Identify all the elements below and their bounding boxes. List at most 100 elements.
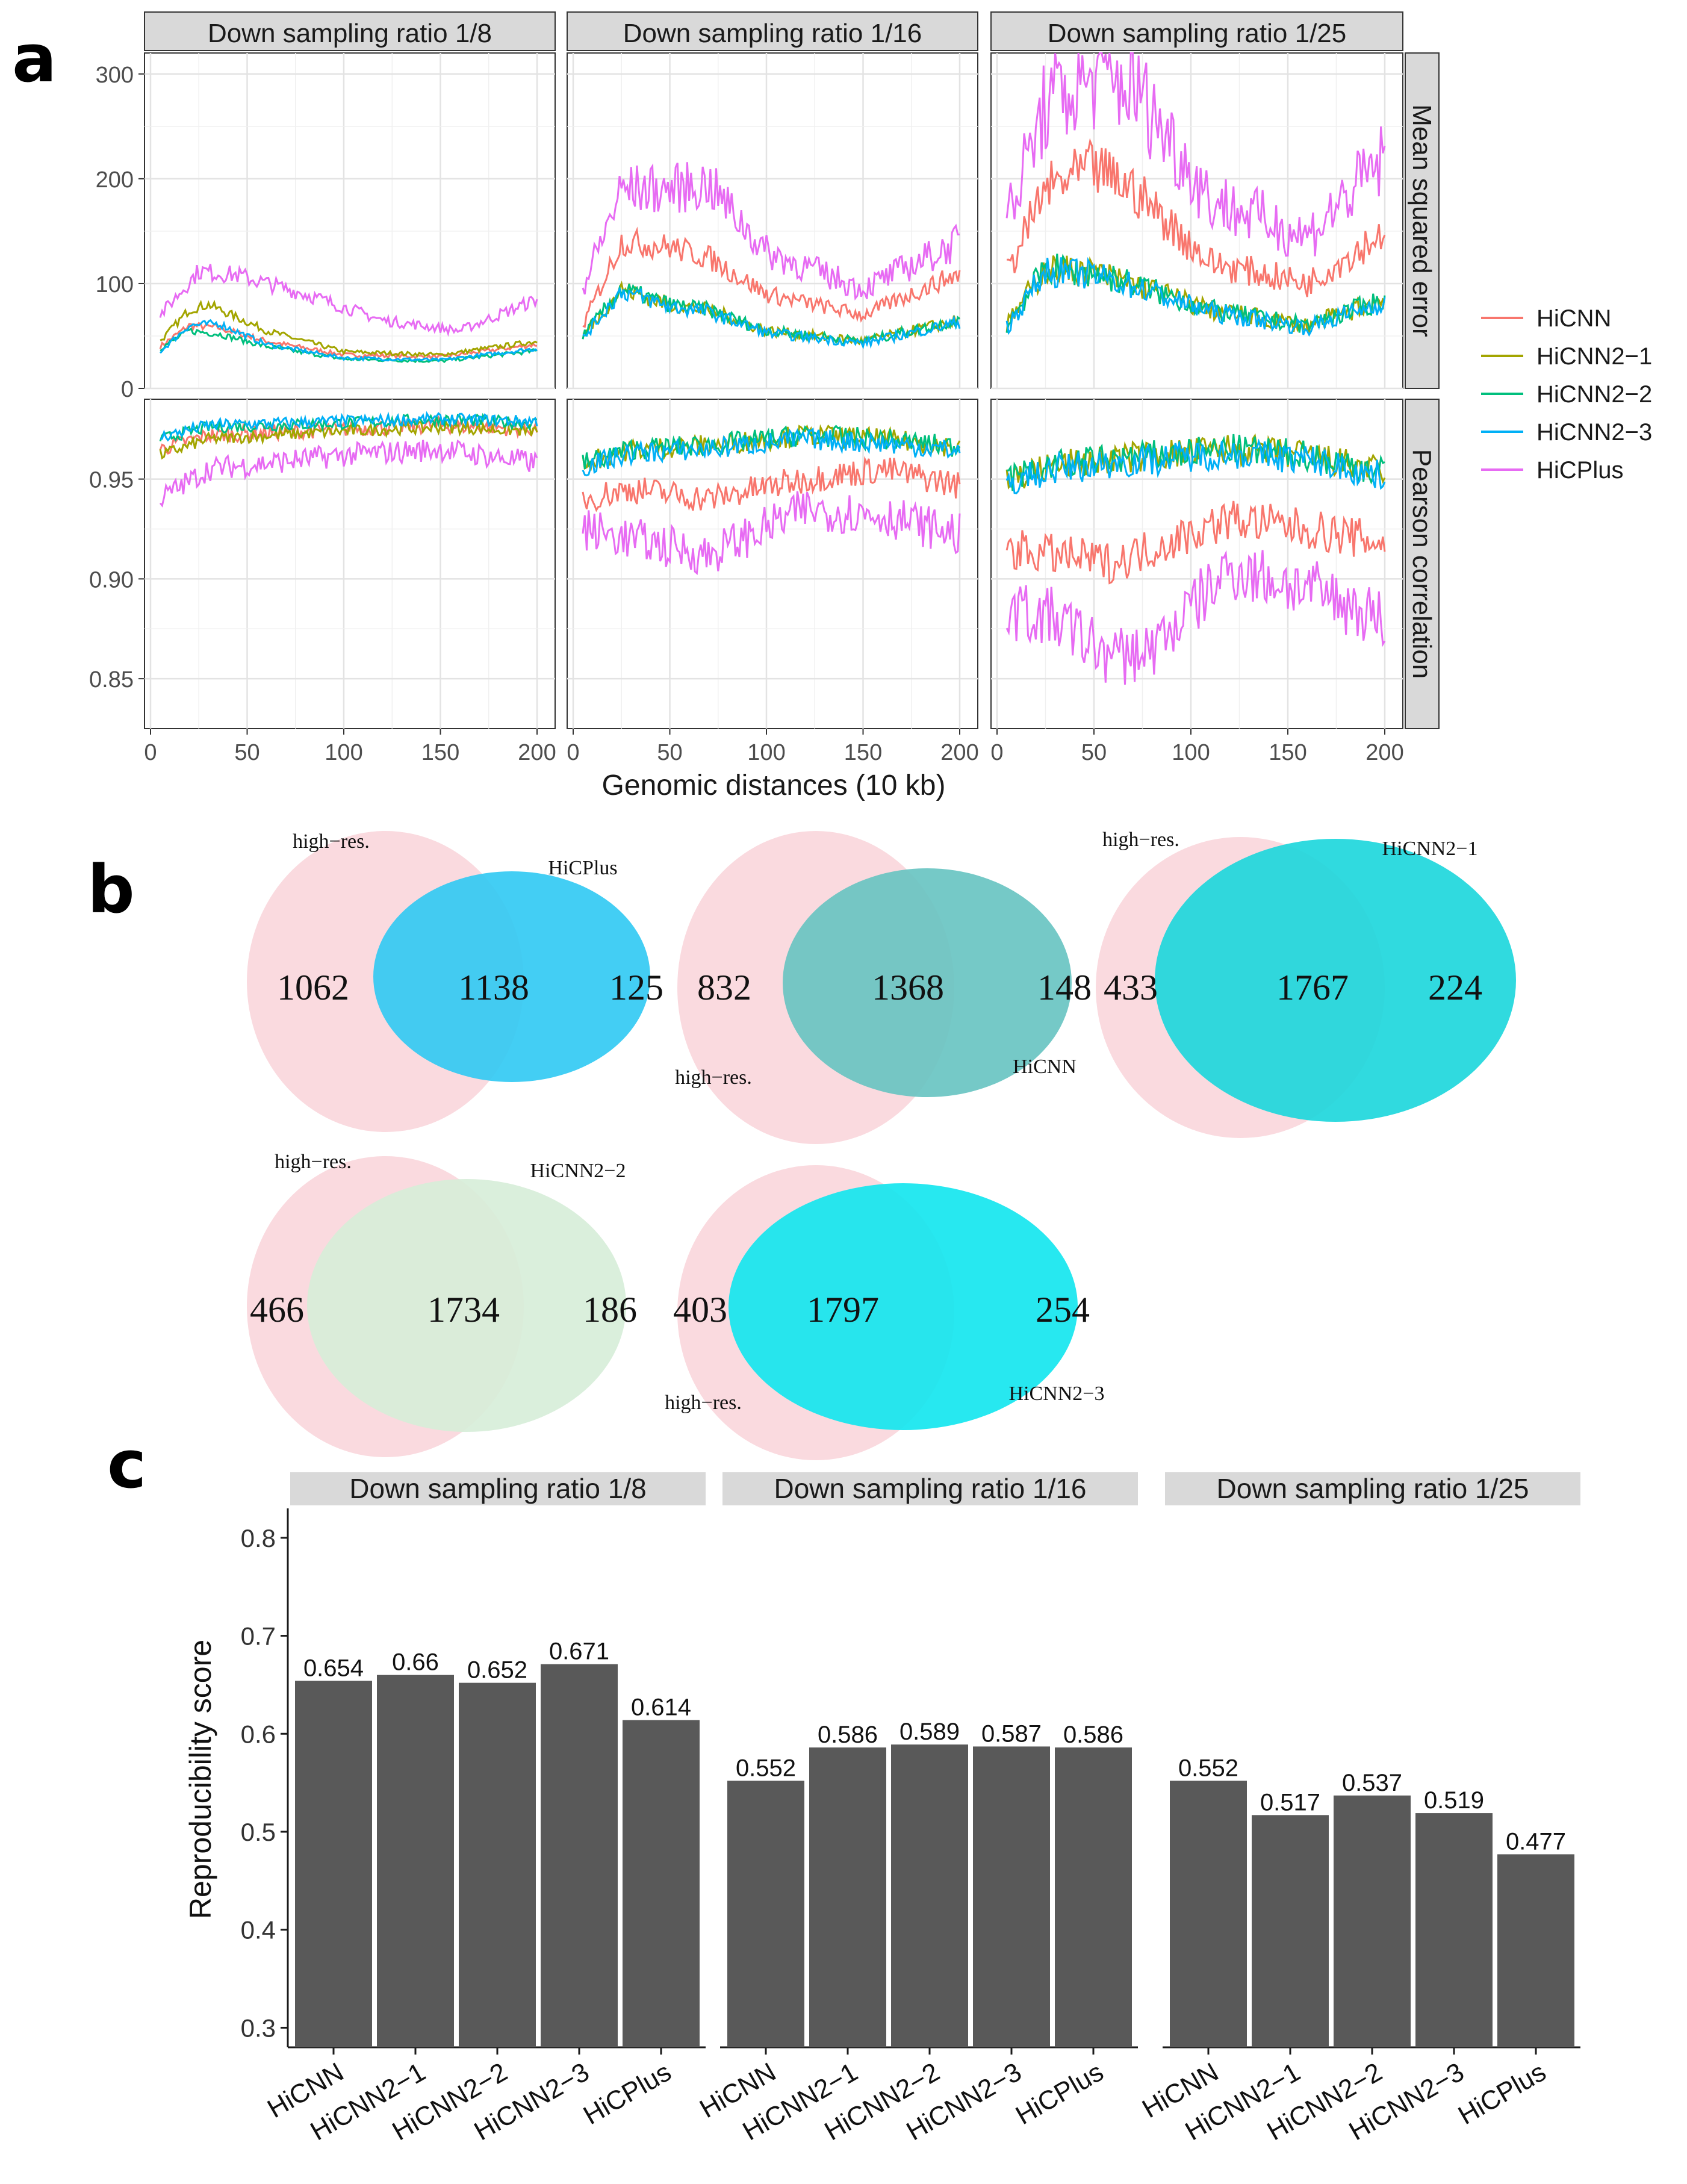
bar-value-label: 0.654 [303,1655,364,1681]
venn-count-left-only: 832 [697,968,751,1007]
y-tick-label: 0.95 [89,468,134,493]
row-strip-title: Pearson correlation [1407,449,1437,679]
series-line-HiCPlus [159,439,538,508]
series-line-HiCNN2−3 [1005,257,1386,337]
bar-HiCNN2−3 [1415,1813,1493,2047]
venn-right-label: HiCNN [1013,1056,1077,1078]
bar-HiCNN2−1 [1252,1815,1329,2047]
bar-HiCNN2−2 [891,1744,968,2047]
x-tick-label: 0 [144,740,157,765]
panel-letter-c: c [107,1426,146,1503]
y-axis-title: Reproducibility score [184,1640,217,1919]
x-tick-label: 150 [421,740,459,765]
venn-left-label: high−res. [275,1151,352,1173]
y-tick-label: 300 [96,63,134,88]
y-tick-label: 200 [96,167,134,193]
venn-count-left-only: 466 [250,1290,304,1330]
y-tick-label: 0.8 [241,1524,276,1552]
venn-right-label: HiCNN2−3 [1009,1383,1105,1405]
facet-strip [567,11,978,51]
venn-count-right-only: 224 [1428,968,1482,1007]
bar-value-label: 0.517 [1260,1789,1320,1815]
venn-count-left-only: 1062 [277,968,349,1007]
venn-left-label: high−res. [665,1392,742,1414]
venn-count-right-only: 254 [1036,1290,1090,1330]
venn-count-overlap: 1734 [427,1290,500,1330]
series-line-HiCNN2−3 [582,427,961,476]
series-line-HiCNN [1007,138,1386,297]
venn-count-overlap: 1797 [807,1290,879,1330]
venn-count-right-only: 125 [609,968,663,1007]
bar-HiCNN2−1 [377,1675,454,2047]
x-tick-label: HiCPlus [1453,2057,1551,2130]
series-line-HiCNN [582,456,961,512]
x-axis-title: Genomic distances (10 kb) [602,770,946,801]
venn-right-label: HiCNN2−1 [1382,838,1478,860]
legend-label: HiCPlus [1536,457,1623,484]
row-strip [1405,399,1440,729]
facet-strip [722,1472,1138,1505]
facet-strip-title: Down sampling ratio 1/8 [349,1473,646,1504]
series-line-HiCPlus [582,491,961,576]
facet-strip-title: Down sampling ratio 1/16 [774,1473,1086,1504]
bar-value-label: 0.586 [818,1722,878,1748]
venn-count-overlap: 1767 [1276,968,1349,1007]
y-tick-label: 100 [96,272,134,297]
bar-HiCNN2−2 [1334,1795,1411,2047]
bar-value-label: 0.66 [392,1649,439,1676]
bar-value-label: 0.537 [1342,1770,1402,1796]
legend-label: HiCNN [1536,305,1611,332]
venn-count-left-only: 403 [673,1290,727,1330]
x-tick-label: HiCPlus [579,2057,676,2130]
legend-label: HiCNN2−2 [1536,381,1652,408]
panel-b-venn-diagrams: 1062 1138 125 high−res. HiCPlus 832 1368 148 hig… [247,829,1516,1460]
venn-count-left-only: 433 [1104,968,1158,1007]
y-tick-label: 0.5 [241,1818,276,1846]
facet-strip-title: Down sampling ratio 1/8 [208,19,492,48]
venn-count-overlap: 1368 [872,968,944,1007]
bar-HiCNN2−1 [809,1747,886,2047]
x-tick-label: 0 [990,740,1003,765]
x-tick-label: 100 [325,740,362,765]
x-tick-label: 50 [657,740,682,765]
panel-letter-a: a [12,20,57,97]
bar-HiCPlus [1055,1747,1132,2047]
bar-HiCNN [295,1681,372,2047]
y-tick-label: 0.7 [241,1622,276,1650]
venn-right-label: HiCNN2−2 [530,1160,626,1182]
series-line-HiCNN2−3 [1005,438,1386,494]
facet-strip [290,1472,706,1505]
series-line-HiCPlus [582,162,960,301]
x-tick-label: 200 [518,740,556,765]
facet-strip [144,11,556,51]
venn-right-set [1155,839,1516,1122]
venn-right-set [729,1183,1078,1430]
venn-count-overlap: 1138 [458,968,529,1007]
x-tick-label: 0 [567,740,579,765]
bar-HiCNN2−3 [973,1746,1050,2047]
panel-a-line-charts: Down sampling ratio 1/8 0 100 200 300 0.85 0.9… [89,11,1440,801]
facet-strip [1165,1472,1580,1505]
venn-right-label: HiCPlus [548,857,617,879]
series-line-HiCNN2−3 [160,319,538,362]
bar-value-label: 0.552 [736,1755,796,1781]
x-tick-label: 50 [1081,740,1107,765]
x-tick-label: HiCPlus [1011,2057,1108,2130]
bar-value-label: 0.552 [1178,1755,1238,1781]
bar-HiCNN2−2 [459,1682,536,2047]
row-strip-title: Mean squared error [1407,104,1437,337]
x-tick-label: 200 [1365,740,1403,765]
x-tick-label: 50 [234,740,259,765]
facet-strip-title: Down sampling ratio 1/16 [623,19,922,48]
bar-HiCNN [1170,1781,1247,2047]
bar-HiCNN2−3 [541,1664,618,2047]
bar-value-label: 0.671 [549,1638,609,1665]
plot-panel [144,52,556,389]
y-tick-label: 0.90 [89,567,134,593]
y-tick-label: 0.4 [241,1916,276,1944]
facet-strip [990,11,1403,51]
y-tick-label: 0.6 [241,1720,276,1748]
series-line-HiCNN2−2 [159,412,537,442]
panel-a-legend: HiCNN HiCNN2−1 HiCNN2−2 HiCNN2−3 HiCPlus [1481,305,1652,484]
panel-letter-b: b [87,851,135,928]
